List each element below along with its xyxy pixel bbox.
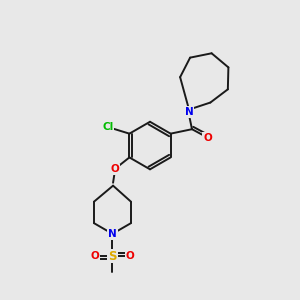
Text: S: S (108, 250, 117, 262)
Text: O: O (110, 164, 119, 174)
Text: N: N (108, 229, 117, 239)
Text: O: O (91, 251, 100, 261)
Text: O: O (125, 251, 134, 261)
Text: N: N (184, 107, 194, 117)
Text: Cl: Cl (102, 122, 114, 132)
Text: O: O (203, 133, 212, 142)
